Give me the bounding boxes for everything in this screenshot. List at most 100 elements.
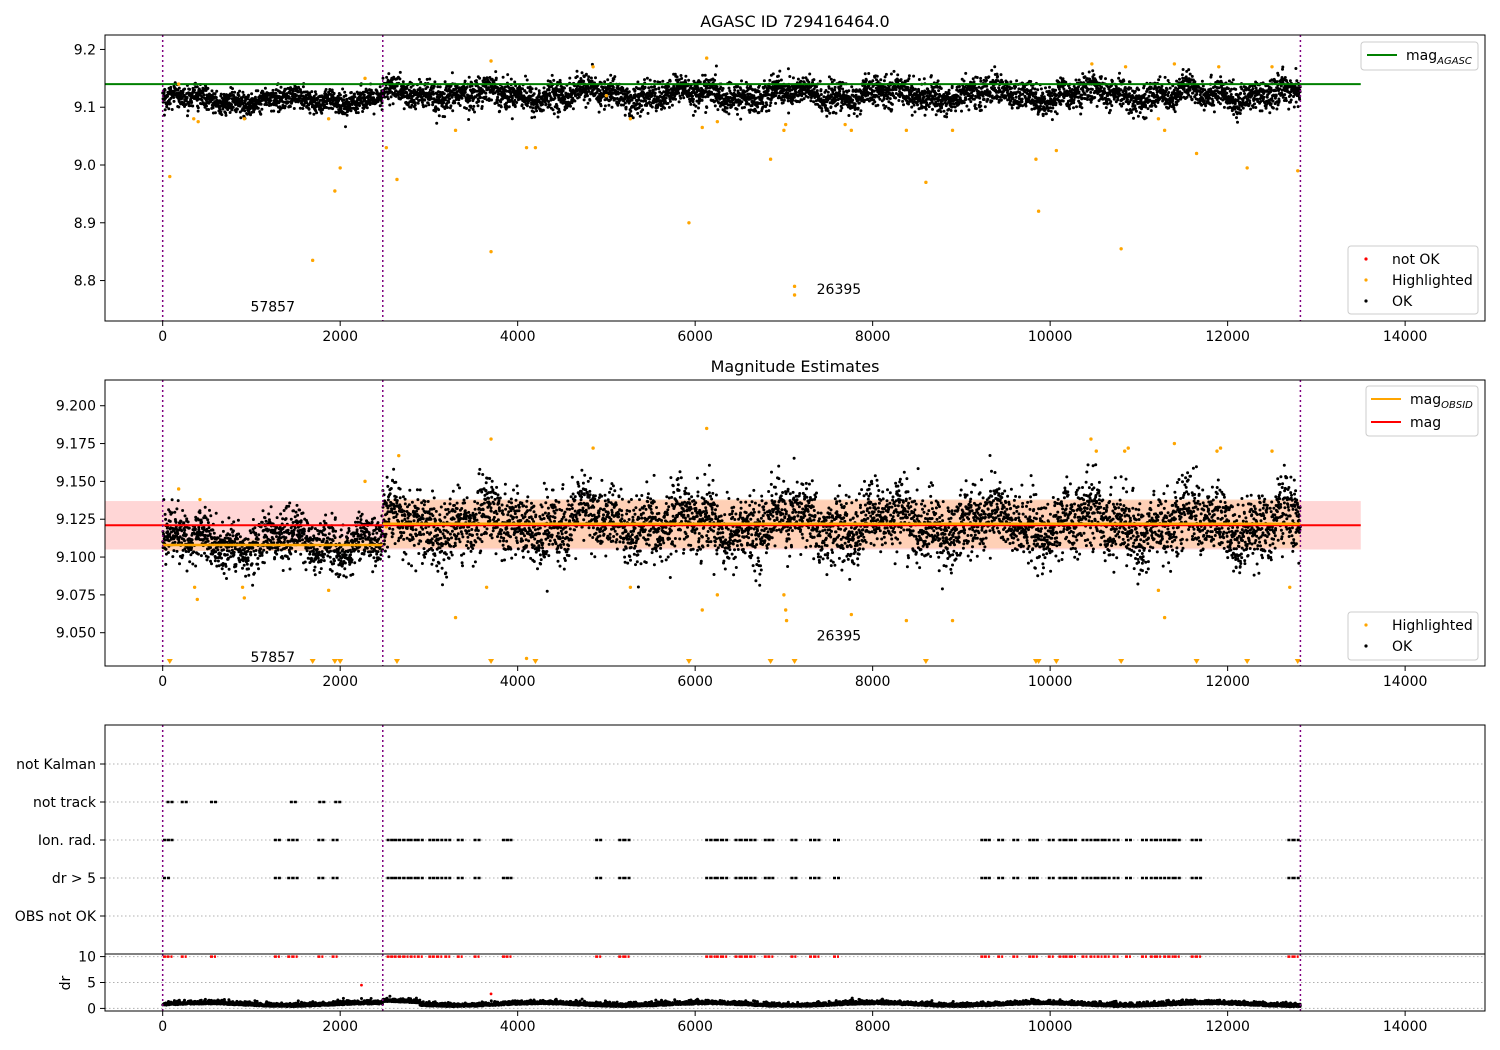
- highlighted-point: [604, 93, 609, 98]
- highlighted-point: [1034, 157, 1038, 161]
- highlighted-point: [1288, 585, 1292, 590]
- highlighted-point: [1245, 166, 1249, 170]
- highlighted-point: [704, 56, 709, 60]
- flag-row-label: OBS not OK: [15, 909, 97, 925]
- obsid-annotation: 26395: [817, 282, 862, 298]
- legend-ok-label: OK: [1392, 294, 1413, 310]
- panel2-legend-top: magOBSID mag: [1365, 385, 1479, 437]
- highlighted-point: [904, 618, 909, 623]
- highlighted-point: [489, 249, 493, 254]
- highlighted-point: [628, 585, 633, 590]
- highlighted-point: [700, 608, 704, 612]
- x-tick-label: 4000: [500, 329, 536, 345]
- y-tick-label: 10: [78, 950, 96, 966]
- out-of-range-marker: [685, 659, 692, 664]
- highlighted-point: [782, 593, 786, 597]
- x-tick-label: 0: [158, 329, 167, 345]
- y-tick-label: 9.200: [56, 399, 96, 415]
- highlighted-point: [950, 618, 955, 623]
- highlighted-point: [950, 128, 955, 133]
- highlighted-point: [1172, 62, 1177, 66]
- flag-row-label: dr > 5: [52, 871, 96, 887]
- highlighted-point: [1162, 615, 1167, 620]
- x-tick-label: 4000: [500, 674, 536, 690]
- highlighted-point: [591, 446, 595, 450]
- flag-row-label: Ion. rad.: [38, 833, 96, 849]
- highlighted-point: [453, 615, 458, 620]
- highlighted-point: [1172, 441, 1177, 446]
- x-tick-label: 6000: [677, 329, 713, 345]
- highlighted-point: [843, 122, 847, 127]
- highlighted-point: [1094, 449, 1098, 453]
- x-tick-label: 12000: [1205, 1019, 1250, 1035]
- highlighted-point: [333, 189, 337, 193]
- legend-notok-label: not OK: [1392, 252, 1440, 268]
- highlighted-point: [704, 426, 709, 431]
- legend-agasc-label: magAGASC: [1406, 48, 1472, 67]
- out-of-range-marker: [337, 659, 344, 664]
- highlighted-point: [326, 588, 331, 593]
- out-of-range-marker: [166, 659, 173, 664]
- y-tick-label: 9.2: [74, 42, 96, 58]
- legend2-ok-label: OK: [1392, 639, 1413, 655]
- flag-row-label: not Kalman: [16, 757, 96, 773]
- magnitude-estimates-panel: Magnitude Estimates 57857 26395 0 2000 4000…: [56, 357, 1486, 690]
- x-tick-label: 0: [158, 1019, 167, 1035]
- highlighted-point: [1119, 247, 1123, 251]
- y-tick-label: 9.100: [56, 550, 96, 566]
- highlighted-point: [489, 59, 493, 63]
- out-of-range-marker: [393, 659, 400, 664]
- highlighted-point: [792, 293, 797, 297]
- highlighted-point: [591, 65, 595, 69]
- y-tick-label: 9.1: [74, 100, 96, 116]
- x-tick-label: 2000: [322, 1019, 358, 1035]
- legend-highlighted-marker: [1364, 278, 1368, 282]
- out-of-range-marker: [767, 659, 774, 664]
- highlighted-point: [242, 117, 247, 121]
- panel2-legend-bottom: Highlighted OK: [1347, 611, 1479, 661]
- highlighted-point: [924, 180, 928, 185]
- x-tick-label: 12000: [1205, 674, 1250, 690]
- dr-ylabel: dr: [58, 975, 74, 990]
- agasc-magnitude-panel: AGASC ID 729416464.0 57857 26395 0 2000 400…: [74, 12, 1486, 345]
- highlighted-point: [338, 166, 342, 170]
- highlighted-point: [453, 128, 458, 133]
- x-tick-label: 10000: [1028, 329, 1073, 345]
- out-of-range-marker: [1294, 659, 1301, 664]
- out-of-range-marker: [1118, 659, 1125, 664]
- legend-highlighted-label: Highlighted: [1392, 273, 1473, 289]
- out-of-range-marker: [532, 659, 539, 664]
- x-tick-label: 14000: [1383, 329, 1428, 345]
- y-tick-label: 9.125: [56, 512, 96, 528]
- y-tick-label: 5: [87, 976, 96, 992]
- highlighted-point: [1036, 209, 1041, 213]
- y-tick-label: 8.8: [74, 274, 96, 290]
- out-of-range-marker: [1244, 659, 1251, 664]
- legend-obsid-label: magOBSID: [1410, 392, 1473, 411]
- out-of-range-marker: [1035, 659, 1042, 664]
- highlighted-point: [326, 117, 331, 121]
- highlighted-point: [628, 117, 633, 121]
- x-tick-label: 6000: [677, 674, 713, 690]
- highlighted-point: [1270, 65, 1274, 69]
- highlighted-point: [849, 128, 854, 133]
- highlighted-point: [783, 122, 788, 127]
- highlighted-point: [1215, 449, 1219, 453]
- highlighted-point: [198, 497, 202, 502]
- out-of-range-marker: [309, 659, 316, 664]
- dr-not-ok-point: [360, 983, 363, 987]
- highlighted-point: [489, 437, 493, 441]
- ok-points: [161, 62, 1302, 129]
- panel1-title: AGASC ID 729416464.0: [700, 12, 889, 31]
- highlighted-point: [192, 585, 197, 590]
- panel1-legend-top: magAGASC: [1360, 41, 1479, 71]
- highlighted-point: [524, 145, 529, 150]
- highlighted-point: [1123, 65, 1128, 69]
- legend-mag-label: mag: [1410, 415, 1441, 431]
- x-tick-label: 10000: [1028, 674, 1073, 690]
- highlighted-point: [1296, 169, 1300, 173]
- highlighted-point: [524, 656, 529, 661]
- highlighted-point: [1218, 446, 1223, 450]
- highlighted-point: [1270, 449, 1274, 453]
- highlighted-point: [904, 128, 909, 133]
